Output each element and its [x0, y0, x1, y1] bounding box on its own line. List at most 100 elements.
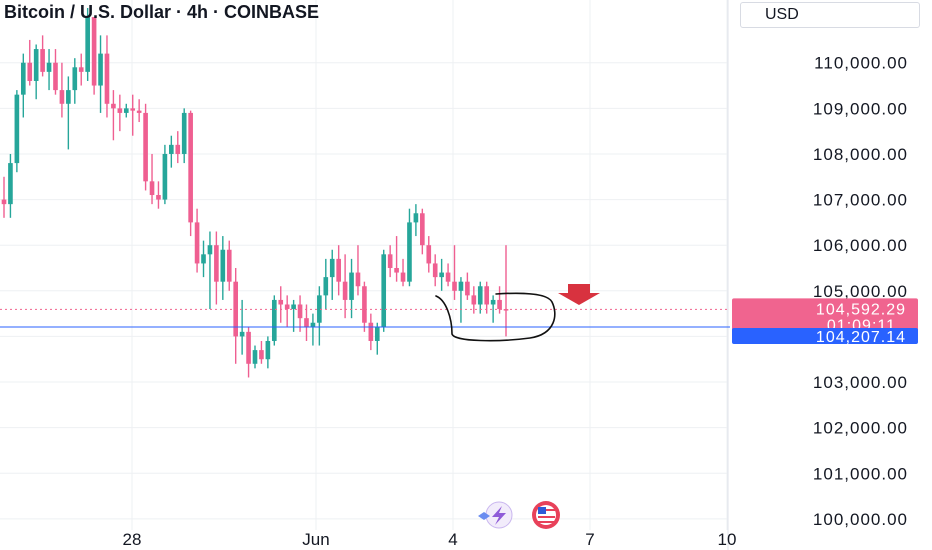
- candle-body: [136, 110, 142, 113]
- candle-body: [181, 112, 187, 154]
- flag-stripe: [538, 516, 555, 518]
- candle: [407, 208, 412, 287]
- candle-body: [78, 67, 84, 72]
- flag-stripe: [546, 509, 555, 511]
- candle-body: [458, 281, 464, 291]
- candle-body: [1, 199, 7, 205]
- candle: [368, 313, 374, 351]
- reference-price-label: 104,207.14: [816, 329, 906, 346]
- y-tick-label: 105,000.00: [813, 282, 908, 301]
- candle-body: [368, 322, 374, 341]
- candle: [278, 286, 284, 323]
- candle-body: [27, 62, 33, 81]
- candle-body: [284, 304, 290, 310]
- candle: [175, 131, 181, 164]
- candle-body: [91, 17, 97, 86]
- candle: [317, 286, 322, 346]
- candle: [91, 17, 97, 95]
- candle: [342, 254, 348, 319]
- candle-body: [239, 331, 245, 337]
- candle-body: [66, 90, 71, 104]
- candle-body: [226, 249, 232, 282]
- candle: [59, 62, 65, 118]
- candle-body: [207, 245, 213, 255]
- current-price-label: 104,592.29: [816, 301, 906, 318]
- y-tick-label: 106,000.00: [813, 236, 908, 255]
- x-tick-label: 4: [448, 530, 457, 549]
- candle-body: [439, 272, 444, 278]
- y-tick-label: 102,000.00: [813, 419, 908, 438]
- candle: [104, 35, 110, 118]
- candle: [214, 231, 219, 305]
- candle: [226, 240, 232, 291]
- candle-body: [323, 277, 329, 296]
- candle: [284, 295, 290, 328]
- candle-body: [484, 286, 490, 305]
- candle: [484, 281, 490, 314]
- candle: [143, 103, 148, 191]
- candle-body: [265, 340, 271, 360]
- candle-body: [259, 350, 264, 360]
- candle: [123, 103, 129, 118]
- x-tick-label: Jun: [302, 530, 329, 549]
- candle-body: [387, 254, 393, 268]
- candle-body: [143, 112, 148, 182]
- candle: [445, 263, 451, 287]
- candle-body: [130, 108, 136, 111]
- candle: [8, 153, 13, 218]
- candle-body: [14, 94, 20, 164]
- candle-body: [201, 254, 206, 264]
- candle: [46, 49, 52, 91]
- candle: [259, 340, 264, 364]
- candle-body: [169, 144, 174, 154]
- candle-body: [297, 304, 303, 319]
- candle: [220, 236, 226, 300]
- candle: [14, 90, 20, 173]
- candle-body: [490, 299, 496, 305]
- candle-body: [220, 249, 226, 282]
- candle: [297, 295, 303, 332]
- candle-body: [40, 49, 45, 72]
- candle: [111, 90, 116, 141]
- candle: [78, 53, 84, 86]
- candle: [265, 336, 271, 369]
- candle-body: [336, 258, 341, 282]
- candle-body: [188, 112, 193, 223]
- candle-body: [59, 90, 65, 104]
- flag-stripe: [538, 521, 555, 523]
- reference-price-tag: 104,207.14: [732, 327, 918, 346]
- candle-body: [497, 299, 502, 310]
- candles: [1, 8, 509, 378]
- candle: [355, 245, 361, 296]
- lightning-icon: [478, 501, 513, 529]
- candle: [413, 204, 419, 237]
- candle-body: [317, 295, 322, 323]
- candle: [387, 245, 393, 278]
- chart-title: Bitcoin / U.S. Dollar · 4h · COINBASE: [4, 2, 320, 22]
- candle-body: [291, 304, 296, 310]
- candle: [66, 76, 71, 150]
- candle: [490, 295, 496, 323]
- candle: [329, 249, 335, 300]
- currency-selector[interactable]: USD: [740, 2, 920, 28]
- y-axis: 110,000.00 109,000.00 108,000.00 107,000.00…: [732, 54, 918, 529]
- candle: [452, 245, 457, 300]
- candle-body: [246, 331, 251, 364]
- candle: [497, 286, 502, 314]
- candle-body: [400, 272, 406, 282]
- candle: [130, 94, 136, 136]
- candle-body: [342, 281, 348, 300]
- candle-body: [214, 245, 219, 282]
- candle: [432, 254, 438, 287]
- flag-canton: [538, 507, 546, 514]
- candle: [394, 236, 399, 282]
- candle-body: [98, 53, 103, 86]
- candle-body: [394, 268, 399, 273]
- candle: [477, 281, 483, 314]
- candle-body: [420, 213, 425, 246]
- candle: [194, 208, 200, 273]
- candle-body: [252, 350, 258, 364]
- candle-body: [477, 286, 483, 305]
- candle: [465, 272, 470, 300]
